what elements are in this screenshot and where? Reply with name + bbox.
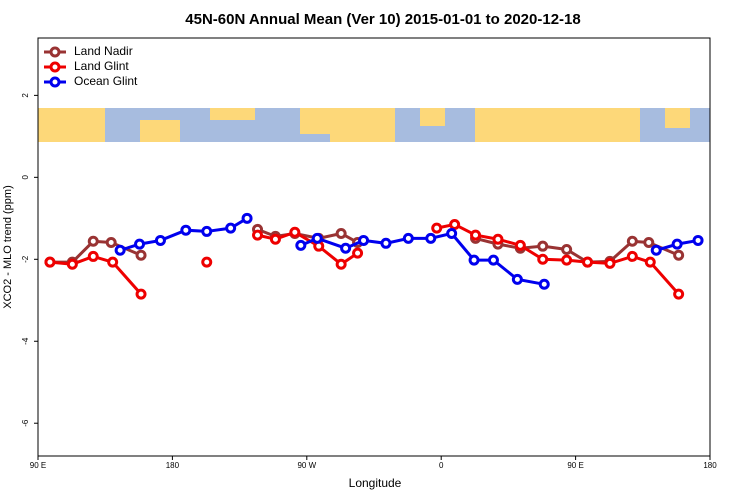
point — [604, 257, 616, 269]
point — [402, 232, 414, 244]
point — [241, 212, 253, 224]
point — [673, 249, 685, 261]
point — [154, 234, 166, 246]
point — [352, 247, 364, 259]
x-axis-label: Longitude — [349, 476, 402, 490]
point — [107, 256, 119, 268]
point — [87, 250, 99, 262]
point — [135, 288, 147, 300]
point — [105, 236, 117, 248]
point — [626, 235, 638, 247]
point — [582, 256, 594, 268]
point — [561, 254, 573, 266]
point — [561, 243, 573, 255]
point — [134, 238, 146, 250]
point — [644, 256, 656, 268]
point — [87, 235, 99, 247]
point — [340, 242, 352, 254]
point — [671, 238, 683, 250]
y-tick-label: 0 — [21, 175, 30, 180]
point — [514, 239, 526, 251]
y-axis-label: XCO2 - MLO trend (ppm) — [2, 185, 14, 308]
point — [643, 236, 655, 248]
point — [380, 237, 392, 249]
x-tick-label: 180 — [166, 461, 180, 470]
legend-marker — [49, 61, 61, 73]
point — [201, 225, 213, 237]
legend-marker — [49, 76, 61, 88]
x-tick-label: 180 — [703, 461, 717, 470]
y-tick-label: -4 — [21, 337, 30, 345]
y-tick-label: 2 — [21, 93, 30, 98]
point — [225, 222, 237, 234]
point — [468, 254, 480, 266]
point — [66, 258, 78, 270]
legend-label: Land Nadir — [74, 44, 133, 58]
series-line — [49, 254, 143, 296]
point — [537, 253, 549, 265]
point — [135, 249, 147, 261]
point — [511, 273, 523, 285]
point — [335, 258, 347, 270]
map-strip — [38, 108, 710, 142]
point — [114, 244, 126, 256]
point — [692, 234, 704, 246]
point — [201, 256, 213, 268]
point — [673, 288, 685, 300]
chart-title: 45N-60N Annual Mean (Ver 10) 2015-01-01 … — [185, 11, 580, 28]
point — [180, 224, 192, 236]
plot-frame — [37, 37, 711, 457]
legend-marker — [49, 46, 61, 58]
y-tick-label: -2 — [21, 255, 30, 263]
point — [358, 234, 370, 246]
point — [492, 233, 504, 245]
point — [446, 227, 458, 239]
point — [626, 250, 638, 262]
point — [449, 218, 461, 230]
x-tick-label: 90 E — [30, 461, 46, 470]
point — [431, 222, 443, 234]
point — [470, 229, 482, 241]
point — [252, 229, 264, 241]
x-tick-label: 90 E — [567, 461, 583, 470]
x-tick-label: 90 W — [297, 461, 316, 470]
point — [487, 254, 499, 266]
point — [269, 233, 281, 245]
legend-label: Ocean Glint — [74, 74, 138, 88]
legend-label: Land Glint — [74, 59, 129, 73]
series-line — [475, 236, 680, 264]
y-tick-label: -6 — [21, 419, 30, 427]
point — [311, 232, 323, 244]
point — [44, 256, 56, 268]
point — [335, 227, 347, 239]
point — [650, 244, 662, 256]
point — [538, 278, 550, 290]
point — [425, 232, 437, 244]
point — [537, 240, 549, 252]
x-tick-label: 0 — [439, 461, 444, 470]
point — [295, 239, 307, 251]
point — [289, 226, 301, 238]
